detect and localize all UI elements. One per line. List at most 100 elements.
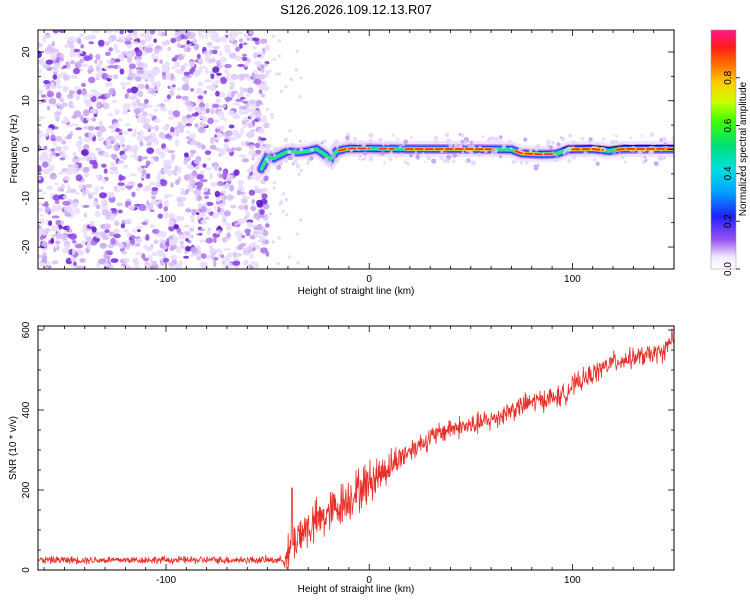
signal-spread-dot [534, 147, 539, 152]
signal-spread-dot [299, 140, 302, 143]
noise-blob [228, 124, 235, 129]
noise-blob [146, 43, 154, 48]
noise-blob [260, 117, 267, 123]
noise-blob [92, 89, 98, 95]
noise-blob [187, 184, 193, 190]
noise-blob [48, 164, 55, 171]
noise-blob [223, 69, 229, 74]
noise-blob [44, 51, 52, 55]
signal-spread-dot [637, 149, 643, 155]
noise-blob [206, 42, 213, 46]
noise-blob [232, 260, 241, 266]
noise-blob [158, 199, 163, 204]
noise-blob [50, 148, 55, 152]
noise-blob [223, 138, 229, 143]
noise-blob [153, 239, 159, 245]
noise-blob [253, 226, 259, 231]
noise-blob [107, 75, 113, 79]
noise-blob [41, 203, 50, 207]
noise-blob [265, 223, 270, 228]
noise-blob [241, 199, 248, 204]
noise-blob [186, 140, 191, 145]
noise-blob [83, 55, 91, 62]
noise-blob [68, 36, 76, 43]
noise-blob [237, 218, 245, 225]
noise-blob [131, 100, 138, 107]
noise-blob [52, 69, 60, 73]
noise-blob [191, 208, 197, 216]
noise-blob [51, 204, 57, 211]
noise-blob [42, 191, 46, 195]
signal-spread-dot [546, 139, 551, 145]
noise-blob [212, 136, 221, 141]
noise-blob [110, 129, 117, 134]
noise-blob [211, 82, 216, 86]
noise-blob [116, 202, 123, 207]
noise-blob [135, 49, 143, 57]
noise-blob [247, 122, 254, 129]
noise-blob [109, 59, 116, 65]
noise-blob [121, 51, 128, 55]
noise-blob [87, 125, 95, 131]
noise-blob [99, 192, 107, 199]
noise-blob [52, 141, 58, 146]
noise-blob [72, 163, 79, 171]
noise-blob [110, 208, 116, 211]
signal-spread-dot [400, 153, 403, 156]
noise-blob [161, 143, 167, 150]
noise-blob [120, 55, 125, 62]
noise-blob [217, 131, 222, 136]
noise-blob [147, 184, 152, 191]
signal-core-red [616, 148, 674, 151]
signal-spread-dot [335, 145, 339, 149]
noise-blob [55, 91, 62, 99]
noise-blob [263, 122, 270, 129]
noise-blob [68, 100, 74, 108]
noise-blob [147, 202, 154, 210]
noise-speck [263, 115, 267, 119]
noise-blob [149, 209, 155, 213]
noise-blob [184, 152, 189, 158]
noise-blob [50, 82, 55, 90]
noise-blob [212, 232, 220, 238]
noise-blob [168, 212, 176, 220]
noise-speck [271, 240, 275, 244]
noise-blob [47, 261, 51, 267]
signal-spread-dot [290, 153, 295, 158]
noise-blob [205, 85, 213, 89]
noise-blob [151, 195, 156, 200]
signal-spread-dot [339, 155, 343, 158]
noise-blob [225, 130, 233, 137]
noise-blob [205, 52, 212, 58]
signal-spread-dot [452, 159, 456, 163]
noise-blob [178, 234, 186, 240]
noise-blob [66, 225, 70, 232]
signal-spread-dot [363, 151, 368, 156]
noise-blob [197, 58, 204, 64]
signal-spread-dot [269, 159, 272, 162]
noise-blob [244, 204, 248, 211]
signal-spread-dot [461, 151, 465, 154]
noise-blob [138, 90, 144, 98]
signal-spread-dot [477, 152, 482, 157]
noise-blob [227, 252, 233, 258]
noise-blob [153, 58, 158, 63]
noise-blob [78, 38, 82, 45]
noise-speck [272, 57, 276, 61]
noise-blob [114, 168, 119, 176]
noise-blob [232, 102, 240, 106]
signal-spread-dot [649, 145, 652, 148]
noise-blob [232, 30, 239, 38]
noise-blob [230, 204, 237, 209]
noise-blob [175, 30, 183, 36]
noise-blob [68, 188, 77, 193]
noise-blob [109, 264, 114, 269]
noise-blob [197, 81, 204, 87]
noise-blob [220, 77, 227, 85]
noise-blob [178, 202, 185, 207]
noise-blob [264, 44, 271, 52]
noise-blob [160, 179, 168, 187]
noise-blob [157, 213, 163, 219]
noise-blob [174, 263, 183, 269]
noise-blob [109, 135, 116, 139]
